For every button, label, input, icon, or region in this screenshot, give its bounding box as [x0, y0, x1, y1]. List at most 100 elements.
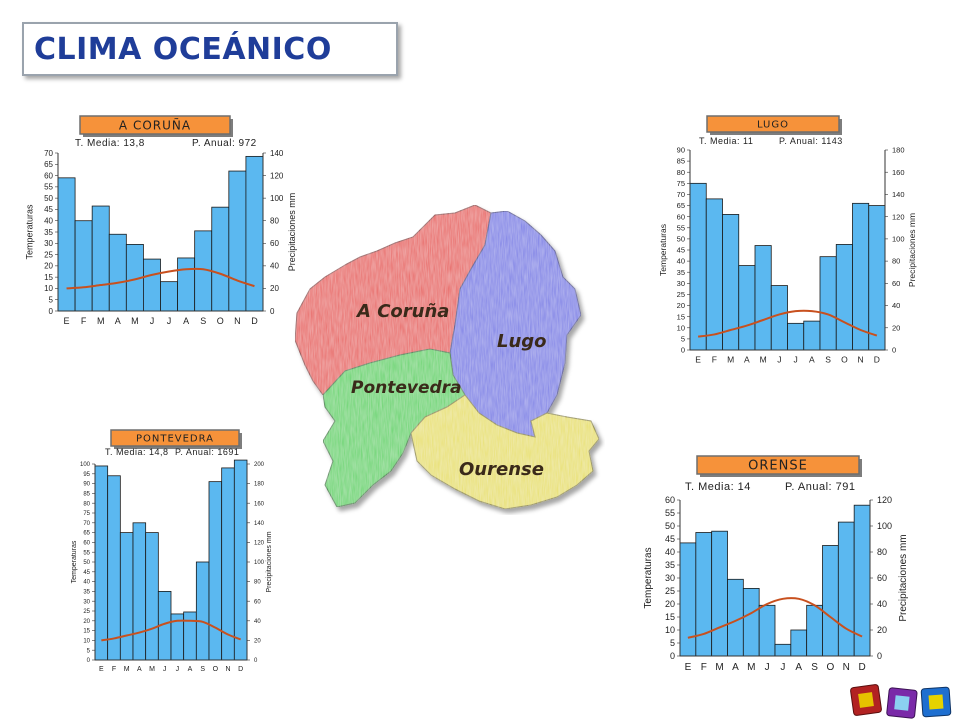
temp-tick-label: 90	[677, 146, 685, 155]
precipitation-bar	[806, 604, 823, 657]
region-label-pontevedra: Pontevedra	[351, 378, 462, 398]
precip-tick-label: 180	[254, 482, 265, 488]
temp-tick-label: 0	[49, 307, 54, 316]
month-label: A	[115, 316, 121, 326]
temp-tick-label: 50	[677, 235, 685, 244]
temp-tick-label: 10	[677, 323, 685, 332]
temp-tick-label: 55	[83, 550, 90, 556]
chart-subtitle-temp: T. Media: 14	[685, 481, 751, 493]
month-label: D	[874, 355, 880, 365]
month-label: S	[811, 662, 818, 673]
precipitation-bar	[57, 177, 76, 312]
temp-tick-label: 90	[83, 482, 90, 488]
chart-svg: A CORUÑA T. Media: 13,8 P. Anual: 972 0 5 10 1…	[24, 115, 297, 326]
month-label: M	[747, 662, 755, 673]
precipitation-bar	[74, 220, 93, 312]
temp-tick-label: 0	[87, 658, 91, 664]
precip-tick-label: 140	[254, 521, 265, 527]
precipitation-bar	[245, 155, 264, 312]
temp-axis-title: Temperaturas	[71, 540, 78, 583]
month-label: J	[163, 666, 167, 673]
temp-tick-label: 50	[44, 194, 53, 203]
temp-tick-label: 80	[677, 168, 685, 177]
precipitation-bar	[738, 265, 756, 351]
temp-tick-label: 50	[83, 560, 90, 566]
precipitation-bar	[689, 182, 707, 351]
temp-tick-label: 85	[677, 157, 685, 166]
temp-tick-label: 65	[44, 160, 53, 169]
month-label: O	[217, 316, 224, 326]
precipitation-bar	[145, 532, 159, 661]
temp-tick-label: 60	[665, 495, 675, 505]
month-label: A	[137, 666, 142, 673]
precipitation-bar	[228, 170, 247, 312]
temp-tick-label: 45	[83, 570, 90, 576]
precipitation-bar	[758, 604, 776, 657]
temp-tick-label: 35	[83, 590, 90, 596]
month-label: J	[777, 355, 781, 365]
month-label: M	[131, 316, 139, 326]
month-label: M	[727, 355, 734, 365]
temp-tick-label: 70	[677, 190, 685, 199]
month-label: E	[64, 316, 70, 326]
temp-tick-label: 80	[83, 501, 90, 507]
temp-tick-label: 65	[677, 201, 685, 210]
month-label: A	[809, 355, 815, 365]
month-label: D	[251, 316, 258, 326]
temp-tick-label: 25	[665, 586, 675, 596]
month-label: N	[843, 662, 850, 673]
temp-tick-label: 5	[670, 638, 675, 648]
temp-tick-label: 60	[83, 541, 90, 547]
precip-tick-label: 40	[270, 262, 279, 271]
precip-axis-title: Precipitaciones mm	[898, 534, 909, 621]
temp-tick-label: 10	[83, 639, 90, 645]
temp-tick-label: 15	[677, 312, 685, 321]
precipitation-bar	[132, 522, 147, 661]
climograph-orense: ORENSE T. Media: 14 P. Anual: 791 0 5 10 15 20 2…	[635, 452, 945, 677]
temp-tick-label: 15	[83, 629, 90, 635]
month-label: J	[150, 316, 155, 326]
temp-tick-label: 10	[665, 625, 675, 635]
precip-tick-label: 100	[877, 521, 892, 531]
temp-tick-label: 75	[677, 179, 685, 188]
month-label: A	[732, 662, 739, 673]
climograph-pontevedra: PONTEVEDRA T. Media: 14,8 P. Anual: 1691 0 5…	[65, 426, 290, 676]
month-label: F	[81, 316, 87, 326]
title-badge	[110, 429, 240, 447]
chart-subtitle-precip: P. Anual: 1143	[779, 136, 843, 146]
month-label: N	[858, 355, 864, 365]
temp-tick-label: 60	[44, 171, 53, 180]
precipitation-bar	[143, 258, 161, 312]
temp-tick-label: 10	[44, 284, 53, 293]
temp-tick-label: 85	[83, 492, 90, 498]
month-label: N	[225, 666, 230, 673]
precip-tick-label: 80	[270, 217, 279, 226]
precip-tick-label: 120	[254, 541, 265, 547]
precipitation-bar	[711, 530, 728, 657]
precipitation-bar	[177, 257, 196, 312]
chart-subtitle-temp: T. Media: 11	[699, 136, 753, 146]
precipitation-bar	[774, 643, 792, 657]
precip-axis-title: Precipitaciones mm	[266, 531, 273, 592]
precip-tick-label: 120	[877, 495, 892, 505]
temp-tick-label: 0	[670, 651, 675, 661]
month-label: A	[188, 666, 193, 673]
region-pontevedra	[322, 348, 466, 508]
precip-tick-label: 200	[254, 462, 265, 468]
temp-tick-label: 55	[665, 508, 675, 518]
precipitation-bar	[211, 206, 230, 312]
month-label: E	[99, 666, 104, 673]
precip-tick-label: 60	[254, 599, 261, 605]
precip-tick-label: 160	[892, 168, 905, 177]
climograph-lugo: LUGO T. Media: 11 P. Anual: 1143 0 5 10 15 20 25…	[655, 112, 945, 367]
month-label: S	[825, 355, 831, 365]
logo-icon	[848, 680, 954, 725]
precipitation-bar	[94, 465, 109, 661]
temp-tick-label: 40	[83, 580, 90, 586]
precip-tick-label: 0	[254, 658, 258, 664]
chart-title: PONTEVEDRA	[136, 434, 214, 445]
temp-tick-label: 50	[665, 521, 675, 531]
temp-tick-label: 40	[677, 257, 685, 266]
month-label: E	[695, 355, 701, 365]
precipitation-bar	[119, 532, 134, 661]
